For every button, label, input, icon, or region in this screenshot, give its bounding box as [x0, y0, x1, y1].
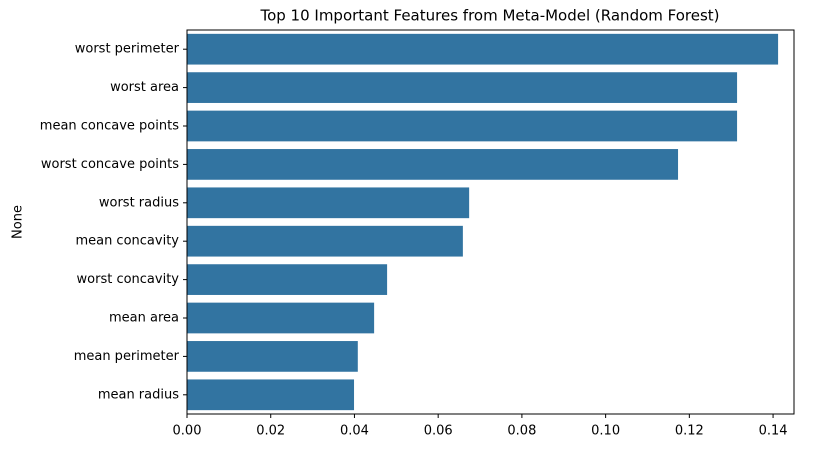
y-tick-label: worst concave points	[41, 157, 179, 172]
x-tick-label: 0.04	[340, 424, 369, 439]
y-tick-label: worst perimeter	[75, 42, 180, 57]
x-tick-label: 0.00	[173, 424, 202, 439]
y-tick-label: worst radius	[99, 195, 179, 210]
bar	[187, 149, 679, 180]
bar	[187, 341, 358, 372]
bar	[187, 33, 779, 65]
y-tick-label: mean area	[109, 311, 179, 326]
bar	[187, 187, 470, 219]
x-tick-label: 0.12	[675, 424, 704, 439]
y-tick-label: worst area	[110, 80, 179, 95]
bar	[187, 110, 738, 142]
y-tick-label: mean concave points	[40, 119, 179, 134]
x-tick-label: 0.06	[424, 424, 453, 439]
y-axis-label: None	[11, 205, 26, 239]
bar	[187, 379, 355, 411]
x-tick-label: 0.02	[256, 424, 285, 439]
x-tick-label: 0.08	[507, 424, 536, 439]
bar	[187, 264, 388, 295]
y-tick-label: mean radius	[98, 387, 179, 402]
y-tick-label: worst concavity	[77, 272, 180, 287]
chart-title: Top 10 Important Features from Meta-Mode…	[259, 7, 719, 25]
plot-frame	[186, 29, 795, 415]
bar	[187, 302, 375, 334]
x-tick-label: 0.14	[759, 424, 788, 439]
y-tick-label: mean perimeter	[74, 349, 180, 364]
y-tick-label: mean concavity	[75, 234, 179, 249]
x-tick-label: 0.10	[591, 424, 620, 439]
bar	[187, 72, 738, 103]
bar	[187, 225, 463, 257]
